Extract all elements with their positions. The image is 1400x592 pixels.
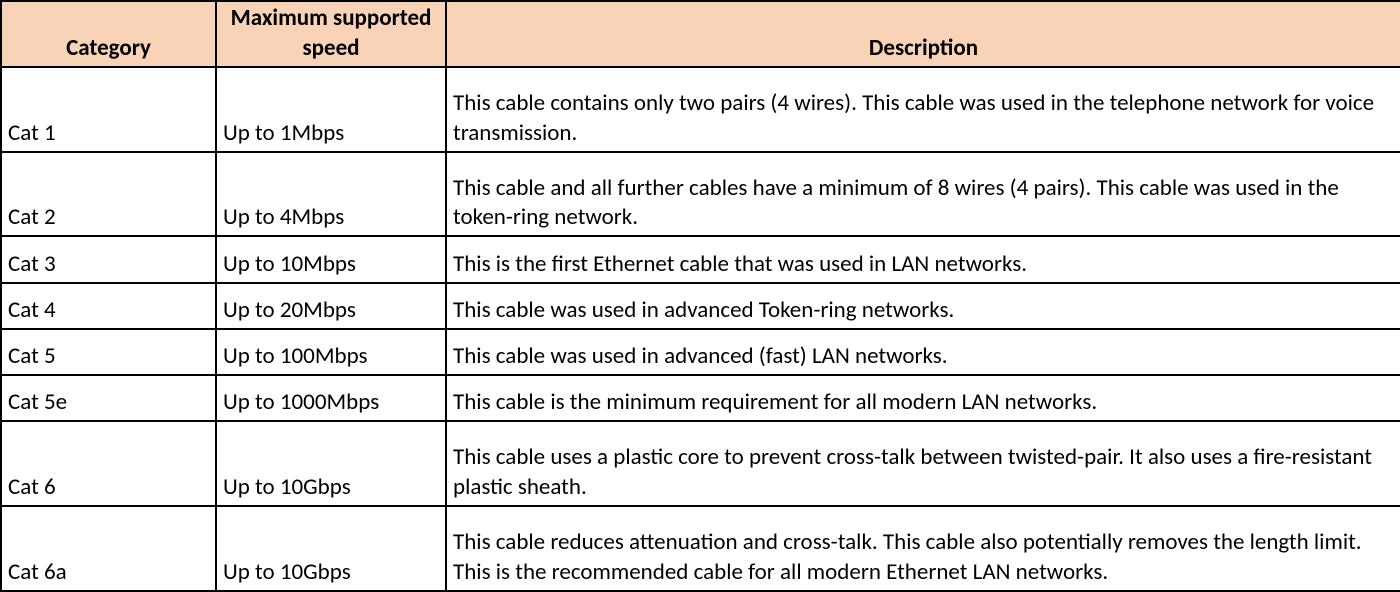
cell-category: Cat 5e (1, 375, 216, 421)
table-row: Cat 5 Up to 100Mbps This cable was used … (1, 329, 1400, 375)
col-header-max-speed: Maximum supported speed (216, 1, 446, 67)
cable-categories-table: Category Maximum supported speed Descrip… (0, 0, 1400, 592)
table-row: Cat 3 Up to 10Mbps This is the first Eth… (1, 236, 1400, 282)
table-row: Cat 6a Up to 10Gbps This cable reduces a… (1, 506, 1400, 591)
cell-description: This cable is the minimum requirement fo… (446, 375, 1400, 421)
table-row: Cat 4 Up to 20Mbps This cable was used i… (1, 283, 1400, 329)
table-row: Cat 6 Up to 10Gbps This cable uses a pla… (1, 421, 1400, 506)
table-header-row: Category Maximum supported speed Descrip… (1, 1, 1400, 67)
cell-speed: Up to 10Mbps (216, 236, 446, 282)
cell-category: Cat 6a (1, 506, 216, 591)
cell-category: Cat 1 (1, 67, 216, 152)
cell-description: This cable was used in advanced (fast) L… (446, 329, 1400, 375)
cell-speed: Up to 10Gbps (216, 421, 446, 506)
cell-speed: Up to 4Mbps (216, 152, 446, 237)
cell-description: This cable and all further cables have a… (446, 152, 1400, 237)
table-row: Cat 2 Up to 4Mbps This cable and all fur… (1, 152, 1400, 237)
cell-category: Cat 5 (1, 329, 216, 375)
cell-category: Cat 3 (1, 236, 216, 282)
table-container: Category Maximum supported speed Descrip… (0, 0, 1400, 592)
table-row: Cat 1 Up to 1Mbps This cable contains on… (1, 67, 1400, 152)
cell-speed: Up to 1Mbps (216, 67, 446, 152)
cell-description: This cable uses a plastic core to preven… (446, 421, 1400, 506)
col-header-description: Description (446, 1, 1400, 67)
cell-description: This cable contains only two pairs (4 wi… (446, 67, 1400, 152)
cell-speed: Up to 100Mbps (216, 329, 446, 375)
table-row: Cat 5e Up to 1000Mbps This cable is the … (1, 375, 1400, 421)
col-header-category: Category (1, 1, 216, 67)
cell-category: Cat 2 (1, 152, 216, 237)
cell-speed: Up to 1000Mbps (216, 375, 446, 421)
cell-description: This cable reduces attenuation and cross… (446, 506, 1400, 591)
cell-speed: Up to 20Mbps (216, 283, 446, 329)
cell-speed: Up to 10Gbps (216, 506, 446, 591)
cell-category: Cat 6 (1, 421, 216, 506)
cell-description: This cable was used in advanced Token-ri… (446, 283, 1400, 329)
cell-description: This is the first Ethernet cable that wa… (446, 236, 1400, 282)
cell-category: Cat 4 (1, 283, 216, 329)
